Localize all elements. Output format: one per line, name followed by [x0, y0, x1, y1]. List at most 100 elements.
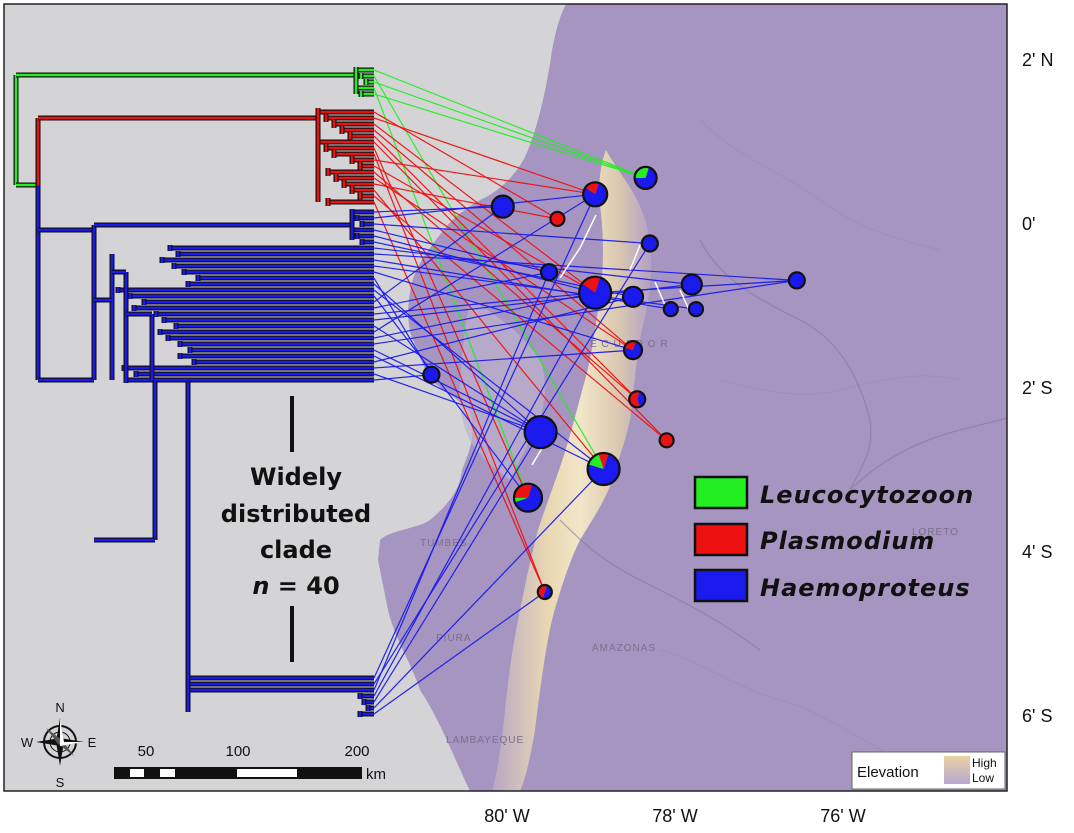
pie-slice: [587, 453, 620, 486]
sampling-site-pie: [640, 234, 659, 253]
pie-outline: [680, 273, 703, 296]
pie-slice: [583, 182, 608, 207]
pie-outline: [621, 285, 645, 308]
elevation-legend: Elevation High Low: [851, 751, 1006, 790]
clade-label-clade: clade: [260, 536, 332, 564]
lon-label: 80' W: [484, 806, 529, 826]
pie-slice: [588, 453, 604, 469]
legend-label-haemoproteus: Haemoproteus: [760, 574, 971, 602]
pie-slice: [641, 235, 658, 252]
region-label-loreto: LORETO: [912, 527, 959, 538]
pie-outline: [658, 432, 675, 449]
pie-slice: [629, 391, 640, 408]
pie-slice: [514, 497, 528, 503]
sampling-site-pie: [628, 390, 647, 409]
sampling-site-pie: [687, 301, 705, 318]
pie-slice: [582, 276, 600, 293]
legend-swatch-plasmodium: [693, 522, 749, 557]
pie-outline: [523, 415, 558, 450]
pie-slice: [634, 167, 657, 189]
pie-slice: [550, 211, 565, 226]
pie-slice: [634, 166, 649, 179]
sampling-site-pie: [622, 340, 644, 361]
clade-annotation: Widely distributed clade n = 40: [221, 396, 371, 662]
pie-outline: [578, 275, 613, 310]
river-lines: [659, 119, 961, 761]
region-label-tumbes: TUMBES: [420, 538, 468, 549]
elevation-legend-high: High: [972, 756, 997, 770]
sampling-site-pie: [578, 275, 613, 310]
sampling-site-pie: [621, 285, 645, 308]
scale-label-200: 200: [344, 743, 369, 760]
clade-label-distributed: distributed: [221, 500, 371, 528]
compass-s: S: [56, 775, 65, 790]
pie-outline: [422, 365, 441, 384]
pie-slice: [541, 264, 557, 281]
compass-rose: N S E W: [21, 700, 97, 790]
parasite-legend: Leucocytozoon Plasmodium Haemoproteus: [693, 475, 974, 603]
scale-label-100: 100: [225, 743, 250, 760]
pie-slice: [579, 277, 612, 309]
pie-slice: [689, 302, 703, 317]
sampling-site-pie: [633, 165, 658, 190]
sampling-site-pie: [549, 210, 566, 227]
pie-outline: [512, 482, 544, 513]
scale-label-50: 50: [138, 743, 155, 760]
pie-outline: [628, 390, 647, 409]
elevation-legend-low: Low: [972, 771, 994, 785]
sampling-site-pie: [787, 271, 806, 290]
pie-slice: [663, 302, 678, 317]
pie-slice: [681, 274, 702, 295]
clade-label-count: n = 40: [252, 572, 339, 600]
pie-outline: [640, 234, 659, 253]
latitude-labels: 2' N 0' 2' S 4' S 6' S: [1022, 50, 1053, 726]
phylogenetic-tree: [13, 67, 374, 717]
elevation-gradient-bar: [944, 756, 970, 784]
sampling-site-pie: [523, 415, 558, 450]
pie-slice: [598, 452, 609, 469]
sampling-site-pie: [512, 482, 544, 513]
pie-slice: [514, 483, 533, 498]
lat-label: 6' S: [1022, 706, 1052, 726]
pie-outline: [662, 301, 679, 318]
andes-highlands: [492, 150, 652, 791]
lat-label: 2' N: [1022, 50, 1053, 70]
sampling-site-pie: [658, 432, 675, 449]
lat-label: 2' S: [1022, 378, 1052, 398]
pie-outline: [539, 263, 559, 282]
pie-outline: [633, 165, 658, 190]
pie-slice: [491, 195, 514, 218]
map-border: [3, 3, 1008, 792]
lat-label: 0': [1022, 214, 1035, 234]
scale-unit: km: [366, 766, 386, 783]
sampling-site-pie: [680, 273, 703, 296]
sampling-site-pie: [422, 365, 441, 384]
sampling-sites: [422, 165, 806, 601]
pie-outline: [582, 181, 609, 208]
sampling-site-pie: [582, 181, 609, 208]
region-label-piura: PIURA: [436, 633, 472, 644]
legend-label-leucocytozoon: Leucocytozoon: [760, 481, 974, 509]
pie-outline: [490, 194, 515, 219]
pie-slice: [514, 484, 542, 512]
sampling-site-pie: [536, 583, 553, 601]
sampling-site-pie: [490, 194, 515, 219]
lon-label: 78' W: [652, 806, 697, 826]
compass-n: N: [55, 700, 64, 715]
legend-swatch-leucocytozoon: [693, 475, 749, 510]
sampling-site-pie: [586, 451, 621, 487]
pie-slice: [623, 286, 643, 307]
legend-swatch-haemoproteus: [693, 568, 749, 603]
pie-slice: [624, 341, 643, 360]
pie-outline: [787, 271, 806, 290]
longitude-labels: 80' W 78' W 76' W: [484, 806, 865, 826]
pie-outline: [549, 210, 566, 227]
pie-outline: [536, 583, 553, 601]
pie-slice: [524, 416, 557, 449]
pie-slice: [423, 366, 440, 383]
sampling-site-pie: [662, 301, 679, 318]
legend-label-plasmodium: Plasmodium: [760, 527, 935, 555]
pie-outline: [622, 340, 644, 361]
pie-slice: [659, 433, 674, 448]
